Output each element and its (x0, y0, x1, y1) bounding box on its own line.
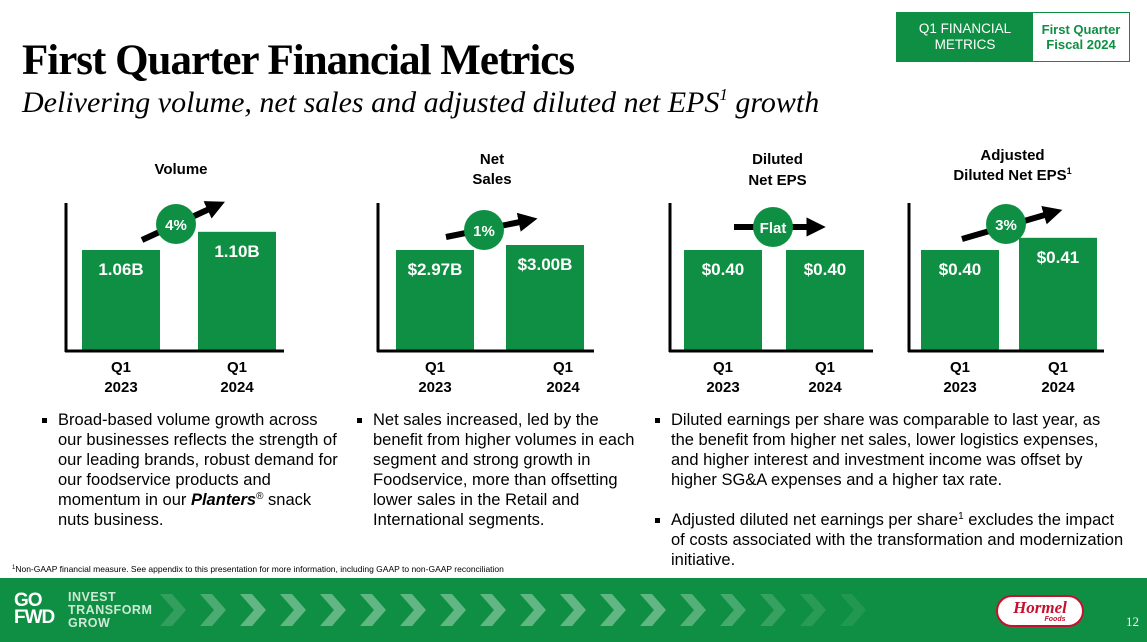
tick-label: Q1 (713, 359, 733, 376)
tick-label: 2024 (220, 379, 254, 396)
chevron-icon (280, 594, 306, 626)
adjusted-eps-bullet: Adjusted diluted net earnings per share1… (655, 510, 1125, 570)
chevron-icon (760, 594, 786, 626)
chevron-icon (520, 594, 546, 626)
volume-bullet: Broad-based volume growth across our bus… (42, 410, 342, 530)
badge-period-label: First Quarter Fiscal 2024 (1033, 13, 1129, 61)
change-badge (156, 204, 196, 244)
net-sales-bullet: Net sales increased, led by the benefit … (357, 410, 637, 530)
tick-label: 2024 (1041, 379, 1075, 396)
tick-label: Q1 (553, 359, 573, 376)
footer-banner: GO FWD INVEST TRANSFORM GROW Hormel Food… (0, 578, 1147, 642)
bar-q1-2023 (396, 250, 474, 350)
chart-title: Sales (472, 171, 511, 188)
data-label: 1.10B (214, 242, 259, 261)
tick-label: Q1 (1048, 359, 1068, 376)
data-label: $0.41 (1037, 248, 1080, 267)
change-badge (753, 207, 793, 247)
chart-title: Diluted (752, 151, 803, 168)
page-subtitle: Delivering volume, net sales and adjuste… (22, 84, 819, 122)
bar-q1-2024 (1019, 237, 1097, 350)
tick-label: 2024 (546, 379, 580, 396)
tick-label: 2024 (808, 379, 842, 396)
chart-title: Net EPS (748, 172, 806, 189)
data-label: $3.00B (518, 255, 573, 274)
chevron-icon (400, 594, 426, 626)
data-label: $0.40 (702, 260, 745, 279)
subtitle-text: Delivering volume, net sales and adjuste… (22, 86, 720, 119)
net-sales-bullets: Net sales increased, led by the benefit … (357, 410, 637, 530)
chart-title: Volume (154, 161, 207, 178)
chart-3: Diluted Net EPS $0.40 Q1 2023 $0.40 Q1 2024 Flat (668, 151, 873, 396)
page-number: 12 (1126, 614, 1139, 629)
change-label: 1% (473, 223, 495, 240)
badge-section-label: Q1 FINANCIAL METRICS (897, 13, 1033, 61)
tick-label: Q1 (111, 359, 131, 376)
chevron-icon (480, 594, 506, 626)
tick-label: 2023 (706, 379, 739, 396)
eps-bullet: Diluted earnings per share was comparabl… (655, 410, 1125, 490)
chart-4: Adjusted Diluted Net EPS1 $0.40 Q1 2023 $0.41… (907, 147, 1104, 396)
eps-bullets: Diluted earnings per share was comparabl… (655, 410, 1125, 570)
gofwd-logo: GO FWD (14, 590, 55, 628)
chevron-icon (440, 594, 466, 626)
chart-title-footnote-mark: 1 (1067, 166, 1072, 176)
section-badge: Q1 FINANCIAL METRICS First Quarter Fisca… (896, 12, 1130, 62)
chevron-icon (640, 594, 666, 626)
chart-title: Net (480, 151, 504, 168)
chevron-icon (320, 594, 346, 626)
volume-bullets: Broad-based volume growth across our bus… (42, 410, 342, 530)
chevron-icon (240, 594, 266, 626)
data-label: 1.06B (98, 260, 143, 279)
chevron-icon (560, 594, 586, 626)
change-label: 4% (165, 217, 187, 234)
subtitle-footnote-mark: 1 (719, 85, 728, 104)
change-badge (986, 204, 1026, 244)
tick-label: Q1 (227, 359, 247, 376)
bar-q1-2024 (198, 231, 276, 350)
chart-2: Net Sales $2.97B Q1 2023 $3.00B Q1 2024 1% (376, 151, 594, 396)
footnote: 1Non-GAAP financial measure. See appendi… (12, 564, 504, 574)
data-label: $0.40 (804, 260, 847, 279)
chart-1: Volume 1.06B Q1 2023 1.10B Q1 2024 4% (64, 161, 284, 396)
bar-q1-2024 (786, 250, 864, 350)
tagline: INVEST TRANSFORM GROW (68, 590, 153, 630)
change-label: 3% (995, 217, 1017, 234)
change-label: Flat (760, 220, 787, 237)
charts-area: Volume 1.06B Q1 2023 1.10B Q1 2024 4% Net Sales $2… (64, 147, 1104, 396)
chart-title: Adjusted (980, 147, 1044, 164)
chevron-pattern-icon (160, 594, 866, 626)
chevron-icon (160, 594, 186, 626)
chevron-icon (600, 594, 626, 626)
tick-label: Q1 (425, 359, 445, 376)
chevron-icon (720, 594, 746, 626)
bar-q1-2023 (921, 250, 999, 350)
chevron-icon (200, 594, 226, 626)
subtitle-end: growth (727, 86, 820, 119)
bar-q1-2024 (506, 245, 584, 350)
bar-q1-2023 (82, 250, 160, 350)
tick-label: 2023 (943, 379, 976, 396)
chevron-icon (360, 594, 386, 626)
bar-q1-2023 (684, 250, 762, 350)
data-label: $0.40 (939, 260, 982, 279)
planters-brand: Planters (190, 491, 257, 509)
tick-label: Q1 (815, 359, 835, 376)
tick-label: Q1 (950, 359, 970, 376)
chevron-icon (800, 594, 826, 626)
chart-title: Diluted Net EPS1 (953, 166, 1071, 184)
chevron-icon (680, 594, 706, 626)
data-label: $2.97B (408, 260, 463, 279)
tick-label: 2023 (418, 379, 451, 396)
tick-label: 2023 (104, 379, 137, 396)
page-title: First Quarter Financial Metrics (22, 37, 575, 84)
change-badge (464, 210, 504, 250)
chevron-icon (840, 594, 866, 626)
hormel-foods-logo: Hormel Foods (996, 595, 1084, 627)
